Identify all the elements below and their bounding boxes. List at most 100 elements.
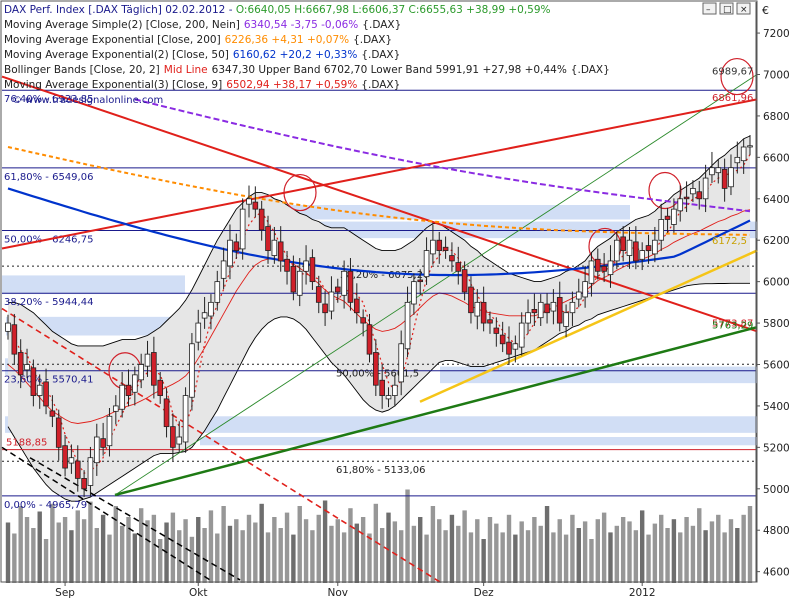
- legend-main-prefix: DAX Perf. Index [.DAX Täglich] 02.02.201…: [4, 4, 236, 16]
- candle-body: [233, 241, 240, 251]
- candle-body: [436, 239, 443, 251]
- legend-ema9: Moving Average Exponential(3) [Close, 9]…: [4, 79, 400, 91]
- candle-body: [81, 478, 87, 490]
- volume-bar: [335, 519, 340, 583]
- volume-bar: [265, 532, 271, 583]
- volume-bar: [646, 534, 651, 583]
- candle-body: [442, 246, 449, 251]
- volume-bar: [468, 532, 474, 583]
- candle-body: [208, 301, 214, 317]
- candle-body: [740, 146, 747, 162]
- volume-bar: [582, 521, 588, 583]
- candle-body: [525, 312, 531, 324]
- bollinger-lower-band: [7, 282, 750, 502]
- volume-bar: [367, 533, 372, 583]
- candle-body: [582, 281, 588, 298]
- currency-label: €: [762, 4, 769, 17]
- level-label: 5188,85: [6, 438, 47, 449]
- trendline-black-dashed-2: [29, 457, 241, 581]
- candle-body: [474, 301, 481, 317]
- candle-body: [544, 303, 550, 314]
- candle-body: [284, 258, 290, 272]
- trendline-red-dashed: [1, 307, 441, 583]
- candle-body: [677, 198, 684, 212]
- volume-bar: [196, 517, 201, 583]
- candle-body: [100, 438, 106, 448]
- candle-body: [747, 145, 753, 148]
- minimize-button[interactable]: [702, 2, 717, 15]
- candle-body: [163, 398, 170, 428]
- fib-lower-label: 61,80% - 5133,06: [336, 465, 425, 476]
- volume-bar: [37, 511, 42, 583]
- candle-body: [506, 341, 512, 355]
- candle-body: [690, 188, 696, 195]
- volume-bar: [620, 517, 626, 583]
- volume-bar: [373, 503, 379, 583]
- volume-bar: [551, 532, 556, 583]
- moving-averages-layer: [7, 98, 751, 475]
- volume-bar: [513, 534, 518, 583]
- y-tick-label: 6000: [763, 277, 790, 289]
- volume-bar: [741, 514, 746, 583]
- volume-bar: [303, 519, 309, 583]
- candle-body: [563, 312, 569, 327]
- candle-body: [556, 296, 563, 324]
- volume-bar: [462, 510, 467, 583]
- candle-body: [354, 298, 360, 314]
- candle-body: [49, 410, 56, 417]
- right-value-label: 6172,5: [712, 236, 747, 247]
- volume-bar: [506, 514, 512, 583]
- volume-bar: [557, 519, 562, 583]
- candle-body: [68, 457, 75, 464]
- close-button[interactable]: [736, 2, 751, 15]
- volume-bar: [703, 530, 708, 583]
- candle-body: [347, 270, 354, 303]
- volume-bar: [94, 528, 99, 583]
- volume-bar: [12, 533, 17, 583]
- right-value-label: 5763,29: [712, 321, 753, 332]
- candle-body: [658, 219, 665, 241]
- x-tick-label: Sep: [55, 587, 75, 599]
- volume-bar: [107, 534, 112, 583]
- candle-body: [74, 460, 81, 479]
- axes-layer: 4600 4800 5000 5200 5400 5600 5800 6000 6200 6400…: [2, 2, 790, 599]
- candle-body: [664, 215, 671, 220]
- candle-body: [411, 281, 417, 305]
- volume-bar: [278, 528, 283, 583]
- candle-body: [151, 352, 157, 386]
- chart-legend: DAX Perf. Index [.DAX Täglich] 02.02.201…: [4, 4, 610, 106]
- candles-layer: [5, 134, 753, 498]
- fib-label: 38,20% - 5944,44: [4, 297, 93, 308]
- volume-bar: [183, 519, 188, 583]
- volume-bar: [716, 514, 721, 583]
- candle-body: [487, 319, 493, 324]
- candle-body: [721, 168, 728, 189]
- volume-bar: [576, 528, 581, 583]
- candle-body: [271, 239, 278, 256]
- candle-body: [398, 343, 404, 383]
- x-tick-label: Dez: [474, 587, 495, 599]
- volume-bar: [246, 514, 252, 583]
- ma-line-4: [7, 154, 751, 475]
- volume-bar: [424, 534, 429, 583]
- volume-bar: [570, 514, 575, 583]
- volume-bar: [735, 528, 740, 583]
- fib-label: 61,80% - 6549,06: [4, 172, 93, 183]
- volume-bar: [132, 533, 138, 583]
- maximize-button[interactable]: [719, 2, 734, 15]
- volume-bar: [456, 525, 461, 583]
- candle-body: [113, 405, 119, 412]
- candle-body: [189, 343, 195, 398]
- volume-bar: [322, 500, 328, 583]
- window-controls: – □ ×: [702, 2, 751, 15]
- volume-bar: [88, 501, 93, 583]
- legend-ema200: Moving Average Exponential [Close, 200] 6…: [4, 34, 392, 46]
- candle-body: [220, 260, 227, 279]
- volume-bar: [208, 510, 214, 583]
- volume-bar: [119, 525, 125, 583]
- candle-body: [645, 245, 652, 251]
- volume-bar: [392, 521, 398, 583]
- candle-body: [17, 352, 24, 376]
- candle-body: [11, 324, 18, 355]
- volume-layer: [5, 489, 753, 583]
